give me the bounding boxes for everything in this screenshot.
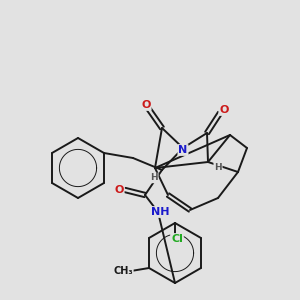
Text: N: N (178, 145, 188, 155)
Text: O: O (141, 100, 151, 110)
Text: CH₃: CH₃ (113, 266, 133, 276)
Text: O: O (114, 185, 124, 195)
Text: H: H (150, 173, 158, 182)
Text: Cl: Cl (171, 234, 183, 244)
Text: H: H (214, 163, 222, 172)
Text: NH: NH (151, 207, 169, 217)
Text: O: O (219, 105, 229, 115)
